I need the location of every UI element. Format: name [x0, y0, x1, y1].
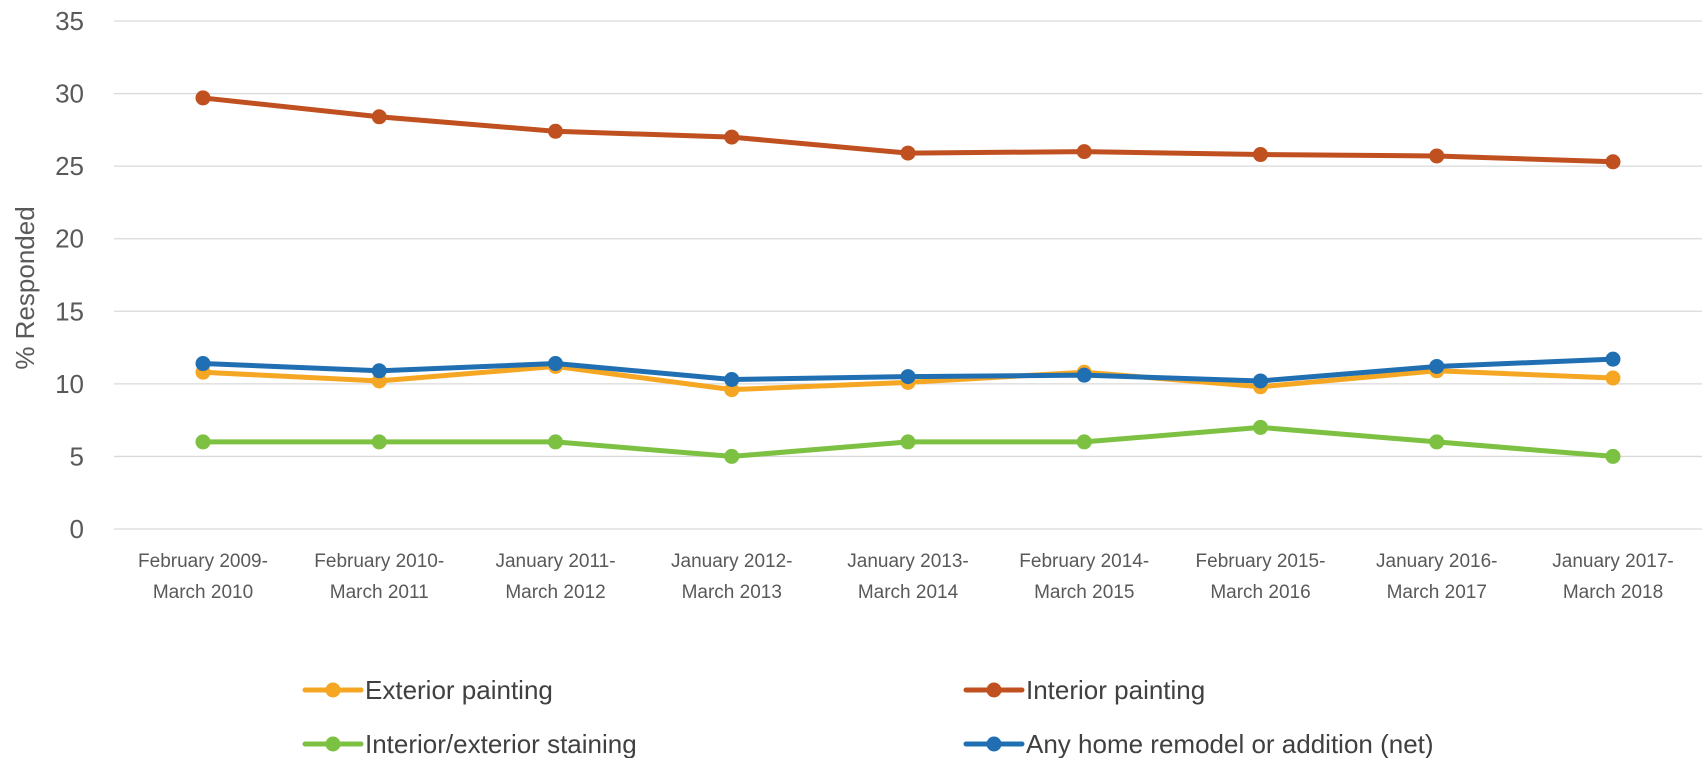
series-2 [195, 419, 1621, 464]
x-tick-label-line: March 2018 [1563, 582, 1663, 603]
x-tick-label-line: February 2014- [1019, 551, 1149, 572]
data-point [548, 123, 563, 139]
y-tick-label: 25 [55, 151, 84, 181]
x-tick-label: February 2010- March 2011 [314, 551, 444, 603]
data-point [900, 434, 916, 450]
x-tick-label-line: January 2012- [671, 551, 792, 572]
y-tick-label: 20 [55, 224, 84, 254]
x-tick-label-line: March 2012 [505, 582, 605, 603]
gridlines [114, 20, 1702, 530]
x-tick-label-line: March 2011 [330, 582, 429, 603]
x-axis-ticks: February 2009- March 2010 February 2010- Ma… [138, 551, 1674, 603]
data-point [1605, 370, 1621, 386]
x-tick-label-line: January 2017- [1552, 551, 1673, 572]
series-lines [195, 90, 1621, 464]
data-point [1605, 351, 1621, 367]
x-tick-label: January 2013- March 2014 [847, 551, 968, 603]
x-tick-label-line: January 2011- [495, 551, 615, 572]
x-tick-label-line: March 2016 [1210, 582, 1310, 603]
data-point [548, 434, 563, 450]
data-point [900, 145, 916, 161]
x-tick-label: February 2014- March 2015 [1019, 551, 1149, 603]
data-point [371, 434, 387, 450]
x-tick-label: January 2011- March 2012 [495, 551, 615, 603]
y-tick-label: 30 [55, 79, 84, 109]
legend-label: Any home remodel or addition (net) [1026, 729, 1434, 758]
data-point [724, 129, 740, 145]
data-point [195, 356, 211, 372]
data-point [1253, 147, 1268, 163]
data-point [1429, 148, 1445, 164]
y-axis-label: % Responded [10, 206, 40, 369]
legend-swatch-marker [986, 682, 1002, 698]
data-point [1253, 373, 1268, 389]
x-tick-label: February 2009- March 2010 [138, 551, 268, 603]
x-tick-label-line: February 2010- [314, 551, 444, 572]
data-point [1605, 448, 1621, 464]
y-tick-label: 35 [55, 6, 84, 36]
series-1 [195, 90, 1621, 170]
legend-swatch-marker [325, 682, 341, 698]
legend-item: Interior painting [963, 675, 1205, 705]
data-point [724, 372, 740, 388]
x-tick-label-line: March 2017 [1387, 582, 1487, 603]
legend-item: Any home remodel or addition (net) [963, 729, 1434, 758]
x-tick-label-line: March 2015 [1034, 582, 1134, 603]
data-point [1076, 434, 1092, 450]
data-point [548, 356, 563, 372]
legend-swatch-marker [986, 736, 1002, 752]
y-tick-label: 5 [70, 441, 84, 471]
y-axis-ticks: 0 5 10 15 20 25 30 35 [55, 6, 84, 544]
data-point [1429, 358, 1445, 374]
x-tick-label: January 2017- March 2018 [1552, 551, 1673, 603]
data-point [1253, 419, 1268, 435]
y-tick-label: 0 [70, 514, 84, 544]
legend: Exterior painting Interior painting Interi… [302, 675, 1434, 758]
data-point [371, 363, 387, 379]
data-point [1605, 154, 1621, 170]
data-point [195, 90, 211, 106]
x-tick-label-line: February 2009- [138, 551, 268, 572]
legend-label: Exterior painting [365, 675, 553, 705]
x-tick-label: January 2016- March 2017 [1376, 551, 1497, 603]
x-tick-label-line: March 2014 [858, 582, 959, 603]
legend-item: Interior/exterior staining [302, 729, 637, 758]
legend-label: Interior painting [1026, 675, 1205, 705]
data-point [1076, 367, 1092, 383]
y-tick-label: 15 [55, 296, 84, 326]
legend-label: Interior/exterior staining [365, 729, 637, 758]
x-tick-label-line: March 2013 [682, 582, 782, 603]
x-tick-label: January 2012- March 2013 [671, 551, 792, 603]
legend-swatch-marker [325, 736, 341, 752]
x-tick-label-line: January 2016- [1376, 551, 1497, 572]
data-point [371, 109, 387, 125]
y-tick-label: 10 [55, 369, 84, 399]
x-tick-label-line: January 2013- [847, 551, 968, 572]
x-tick-label: February 2015- March 2016 [1196, 551, 1326, 603]
data-point [900, 369, 916, 385]
data-point [1076, 144, 1092, 160]
data-point [195, 434, 211, 450]
data-point [724, 448, 740, 464]
series-3 [195, 351, 1621, 389]
data-point [1429, 434, 1445, 450]
x-tick-label-line: February 2015- [1196, 551, 1326, 572]
x-tick-label-line: March 2010 [153, 582, 253, 603]
legend-item: Exterior painting [302, 675, 553, 705]
